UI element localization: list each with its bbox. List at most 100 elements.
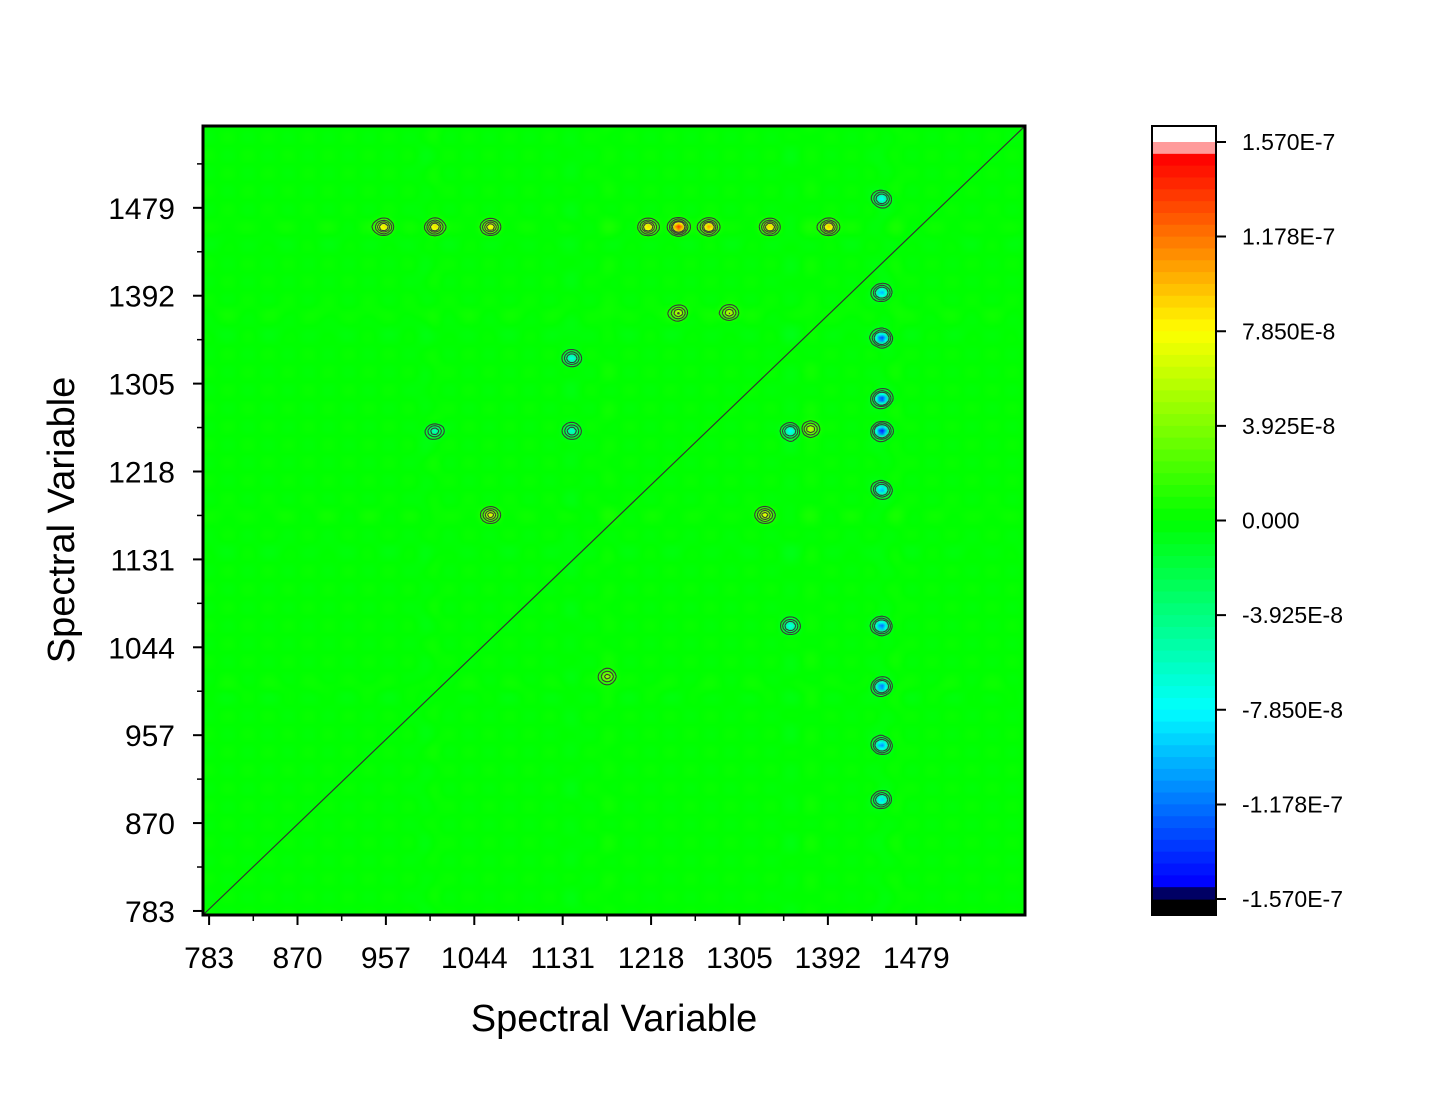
- contour-level-0: [430, 193, 891, 806]
- colorbar-tick-label: -1.570E-7: [1242, 886, 1343, 912]
- colorbar-band: [1152, 283, 1216, 297]
- colorbar-band: [1152, 603, 1216, 616]
- y-axis: 783 870 957 1044 1131 1218 1305 1392 1479: [108, 163, 203, 929]
- colorbar-band: [1152, 768, 1216, 782]
- colorbar-band: [1152, 780, 1216, 794]
- colorbar-band: [1152, 449, 1216, 462]
- y-tick-label: 1131: [110, 544, 175, 577]
- diagonal-line: [202, 125, 1026, 916]
- colorbar-band: [1152, 508, 1216, 522]
- colorbar-band: [1152, 295, 1216, 309]
- colorbar-band: [1152, 485, 1216, 498]
- y-tick-label: 1479: [108, 193, 175, 226]
- colorbar-band: [1152, 236, 1216, 250]
- y-tick-label: 1305: [108, 369, 175, 402]
- x-tick-label: 783: [184, 942, 234, 975]
- colorbar-band: [1152, 839, 1216, 853]
- colorbar-band: [1152, 260, 1216, 273]
- colorbar-overflow-high: [1152, 126, 1216, 142]
- x-tick-label: 1044: [441, 942, 508, 975]
- colorbar-band: [1152, 378, 1216, 391]
- colorbar-band: [1152, 189, 1216, 202]
- colorbar-band: [1152, 591, 1216, 604]
- plot-frame: [201, 124, 1027, 917]
- colorbar-band: [1152, 272, 1216, 285]
- colorbar-band: [1152, 177, 1216, 190]
- colorbar-bands: [1152, 126, 1216, 915]
- colorbar-band: [1152, 331, 1216, 344]
- colorbar-band: [1152, 165, 1216, 179]
- colorbar-band: [1152, 697, 1216, 711]
- colorbar-band: [1152, 461, 1216, 474]
- colorbar-band: [1152, 437, 1216, 451]
- y-tick-label: 783: [125, 896, 175, 929]
- colorbar-band: [1152, 745, 1216, 758]
- x-axis-title: Spectral Variable: [471, 998, 758, 1040]
- colorbar-band: [1152, 863, 1216, 876]
- contour-level-3: [371, 217, 841, 686]
- x-tick-label: 870: [272, 942, 322, 975]
- colorbar-band: [1152, 425, 1216, 439]
- colorbar-band: [1152, 674, 1216, 687]
- colorbar: 1.570E-7 1.178E-7 7.850E-8 3.925E-8 0.000 -3.…: [1151, 125, 1343, 916]
- colorbar-band: [1152, 319, 1216, 332]
- colorbar-band: [1152, 153, 1216, 167]
- colorbar-band: [1152, 544, 1216, 557]
- x-tick-label: 1305: [706, 942, 773, 975]
- colorbar-band: [1152, 709, 1216, 723]
- y-tick-label: 1044: [108, 632, 175, 665]
- contour-lines: [371, 189, 895, 810]
- colorbar-band: [1152, 555, 1216, 569]
- colorbar-band: [1152, 390, 1216, 403]
- colorbar-band: [1152, 615, 1216, 628]
- colorbar-band: [1152, 638, 1216, 652]
- colorbar-tick-label: 0.000: [1242, 508, 1300, 534]
- colorbar-band: [1152, 248, 1216, 261]
- colorbar-band: [1152, 626, 1216, 640]
- colorbar-overflow-low: [1152, 899, 1216, 915]
- colorbar-band: [1152, 804, 1216, 817]
- colorbar-band: [1152, 733, 1216, 746]
- colorbar-tick-label: 1.570E-7: [1242, 129, 1335, 155]
- colorbar-band: [1152, 366, 1216, 380]
- colorbar-band: [1152, 532, 1216, 545]
- colorbar-band: [1152, 567, 1216, 581]
- x-tick-label: 1131: [530, 942, 595, 975]
- colorbar-tick-label: 7.850E-8: [1242, 318, 1335, 344]
- colorbar-band: [1152, 579, 1216, 593]
- colorbar-band: [1152, 354, 1216, 368]
- colorbar-band: [1152, 307, 1216, 321]
- y-tick-label: 957: [125, 720, 175, 753]
- colorbar-band: [1152, 201, 1216, 214]
- x-tick-label: 1392: [795, 942, 862, 975]
- contour-level-4: [374, 218, 838, 683]
- colorbar-band: [1152, 520, 1216, 533]
- colorbar-tick-label: -3.925E-8: [1242, 602, 1343, 628]
- contour-level-2: [424, 189, 895, 810]
- x-tick-label: 957: [361, 942, 411, 975]
- colorbar-band: [1152, 828, 1216, 841]
- colorbar-tick-label: -7.850E-8: [1242, 697, 1343, 723]
- colorbar-tick-label: -1.178E-7: [1242, 791, 1343, 817]
- colorbar-band: [1152, 212, 1216, 226]
- colorbar-band: [1152, 224, 1216, 238]
- colorbar-band: [1152, 142, 1216, 155]
- colorbar-tick-label: 1.178E-7: [1242, 224, 1335, 250]
- colorbar-band: [1152, 851, 1216, 865]
- colorbar-band: [1152, 343, 1216, 356]
- x-tick-label: 1479: [883, 942, 950, 975]
- y-tick-label: 1392: [108, 281, 175, 314]
- contour-level-5: [376, 220, 836, 680]
- plot-area: [201, 124, 1027, 917]
- colorbar-band: [1152, 792, 1216, 805]
- colorbar-band: [1152, 721, 1216, 735]
- contour-level-1: [427, 191, 892, 808]
- colorbar-band: [1152, 473, 1216, 486]
- colorbar-band: [1152, 414, 1216, 427]
- colorbar-band: [1152, 402, 1216, 415]
- x-tick-label: 1218: [618, 942, 685, 975]
- colorbar-band: [1152, 662, 1216, 675]
- colorbar-band: [1152, 887, 1216, 900]
- contour-level-6: [378, 221, 835, 519]
